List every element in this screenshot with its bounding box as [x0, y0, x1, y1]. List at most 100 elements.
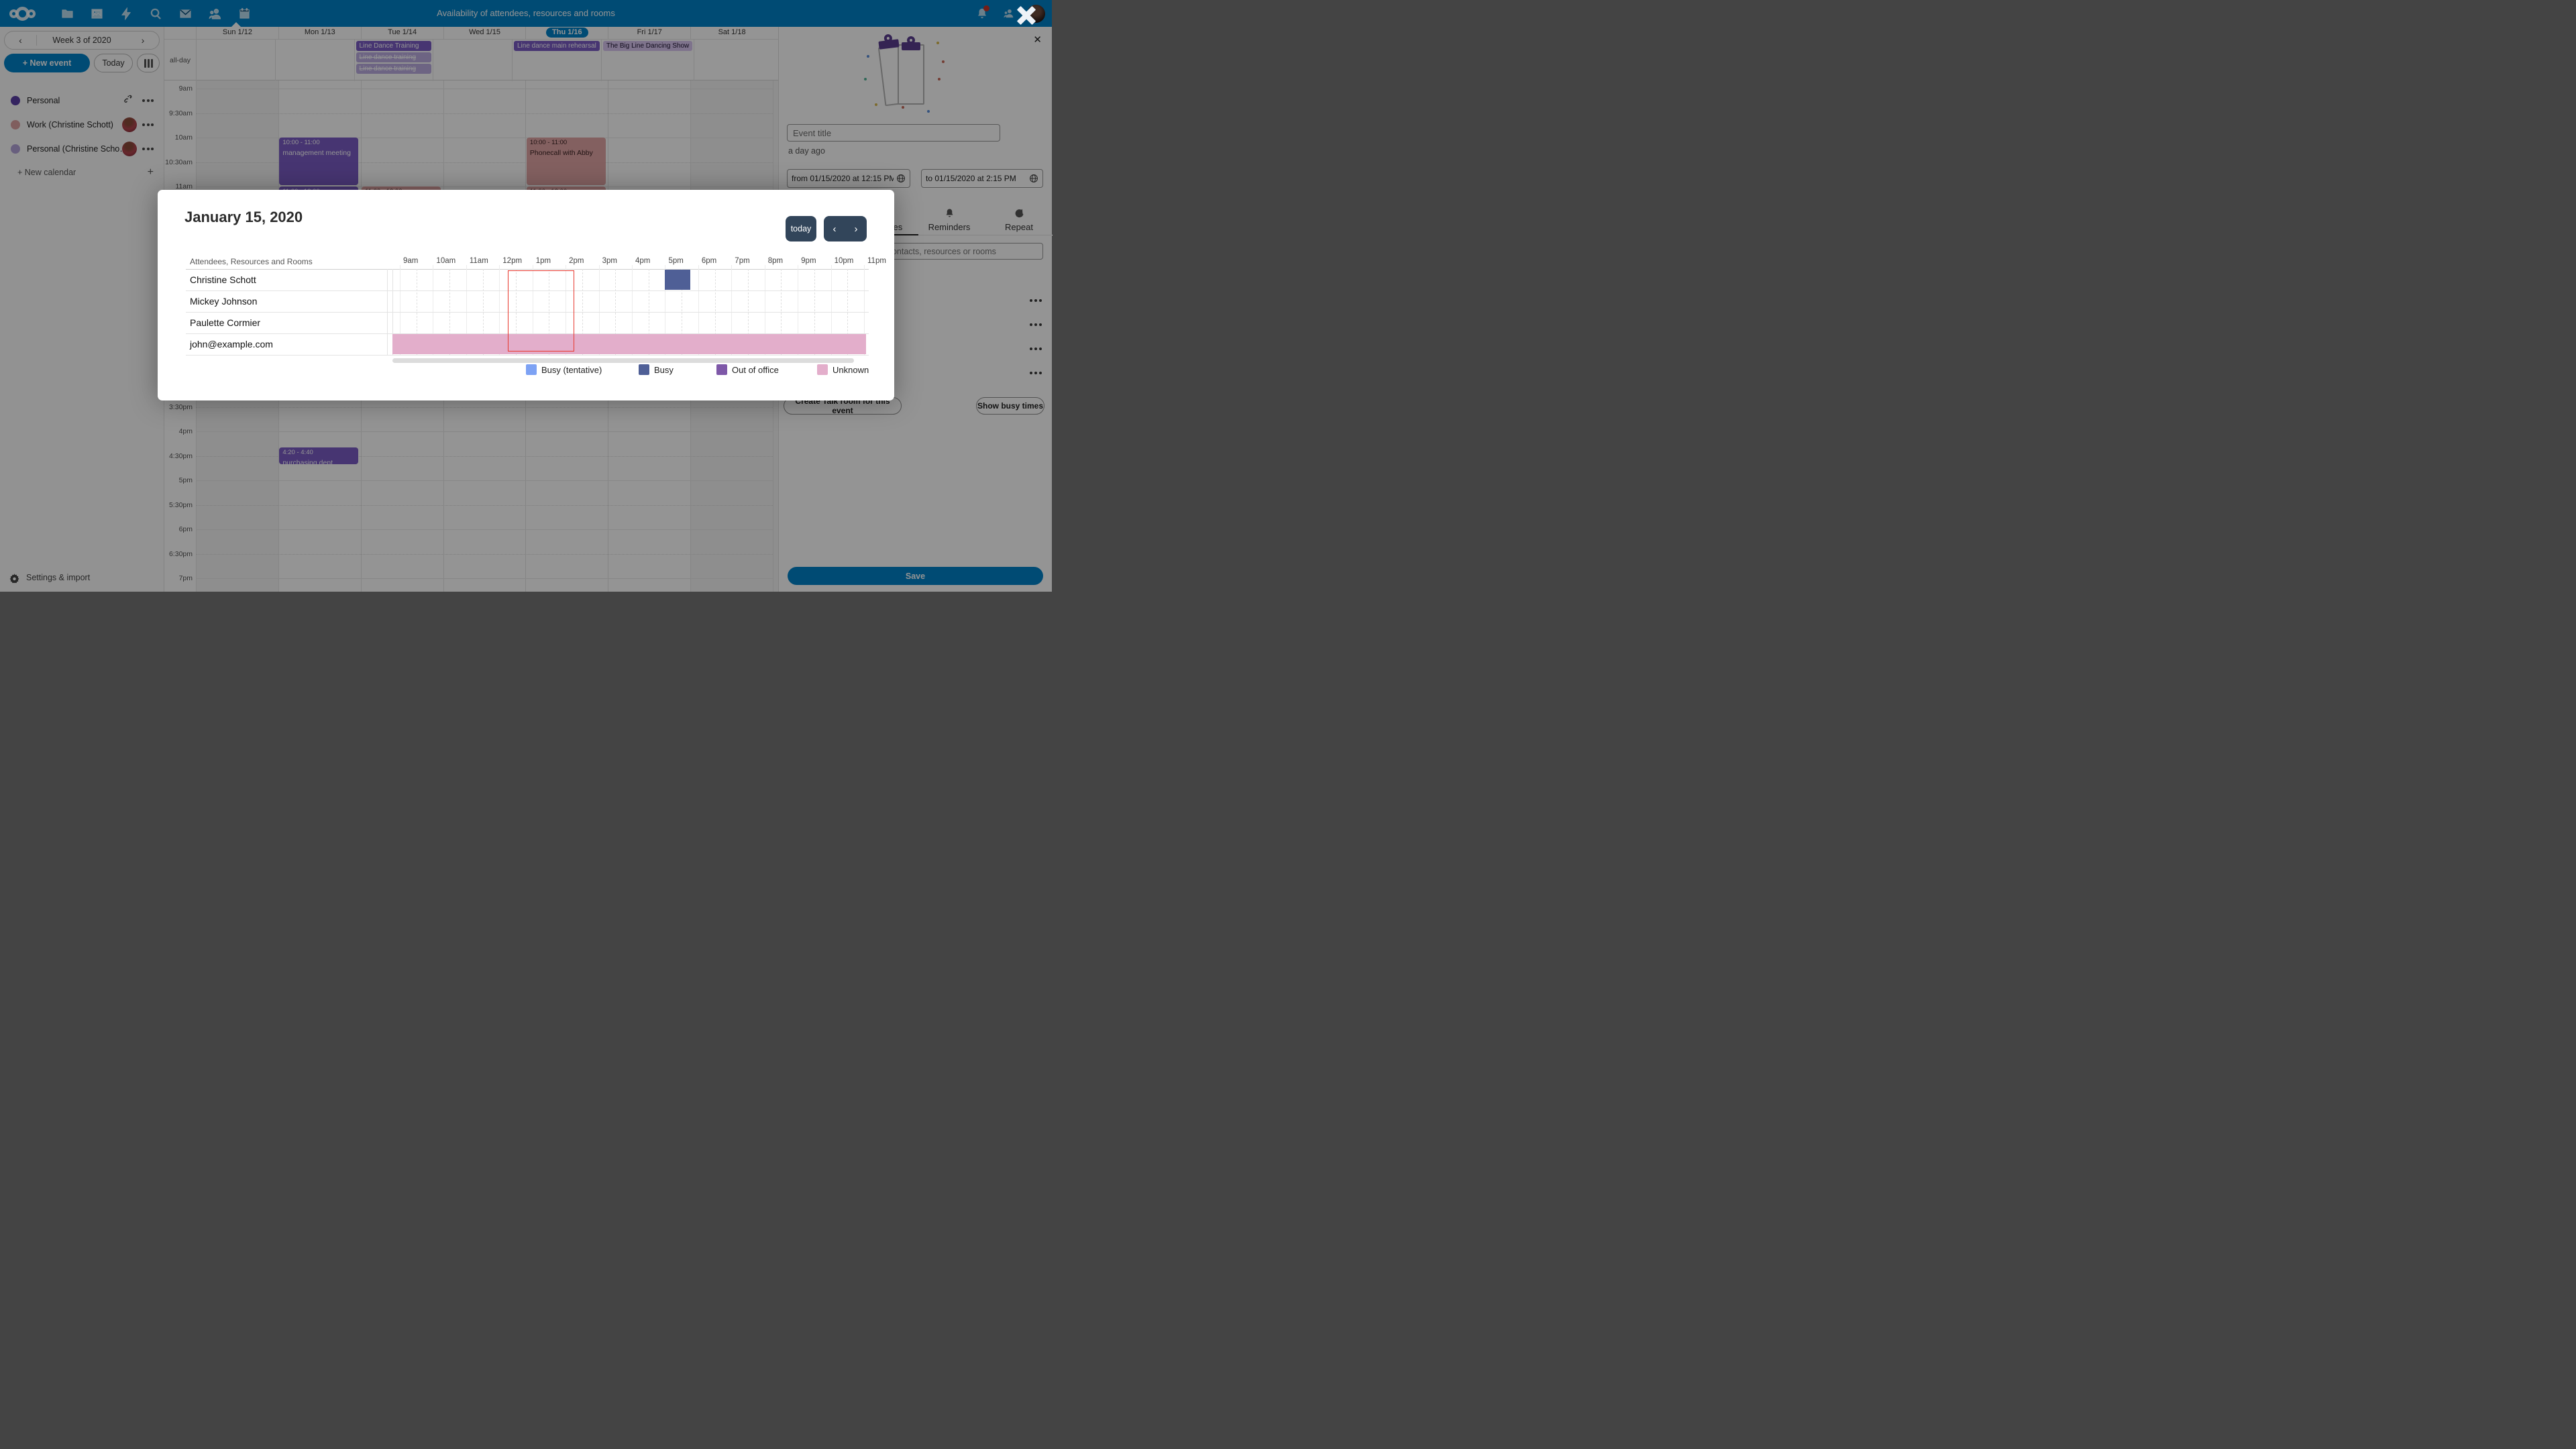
calendar-owner-avatar [122, 142, 137, 156]
calendar-list-item[interactable]: Personal [0, 89, 164, 113]
modal-horizontal-scrollbar[interactable] [392, 358, 854, 363]
files-icon[interactable] [52, 0, 82, 27]
allday-column[interactable]: Line dance main rehearsal [512, 40, 601, 81]
attendee-menu-icon[interactable] [1029, 368, 1042, 378]
grid-line [196, 407, 773, 408]
notification-dot [983, 5, 989, 11]
calendar-list-item[interactable]: Personal (Christine Scho…) [0, 137, 164, 161]
calendar-menu-icon[interactable] [142, 123, 154, 126]
allday-row: all-day Line Dance Training Line dance tr… [164, 39, 778, 81]
allday-event[interactable]: Line dance main rehearsal [514, 41, 600, 51]
activity-icon[interactable] [111, 0, 141, 27]
calendar-event[interactable]: 10:00 - 11:00 Phonecall with Abby [526, 138, 606, 185]
availability-modal: January 15, 2020 today ‹ › Attendees, Re… [158, 190, 894, 400]
modal-hour-line [632, 265, 633, 355]
legend-label: Busy [654, 364, 674, 375]
calendar-list-item[interactable]: Work (Christine Schott) [0, 113, 164, 137]
allday-column[interactable]: The Big Line Dancing Show [600, 40, 694, 81]
photos-icon[interactable] [82, 0, 111, 27]
nextcloud-logo-icon[interactable] [9, 5, 36, 22]
settings-import-button[interactable]: Settings & import [0, 568, 164, 588]
day-header-cell[interactable]: Mon 1/13 [278, 27, 361, 39]
previous-week-button[interactable]: ‹ [5, 35, 37, 46]
grid-line [196, 162, 773, 163]
allday-column[interactable] [274, 40, 354, 81]
allday-column[interactable] [196, 40, 275, 81]
attendee-menu-icon[interactable] [1029, 319, 1042, 330]
next-week-button[interactable]: › [141, 35, 145, 46]
allday-event[interactable]: Line dance training [356, 64, 432, 74]
next-day-icon[interactable]: › [854, 223, 858, 235]
allday-column[interactable] [694, 40, 773, 81]
modal-hour-label: 10am [436, 257, 456, 265]
allday-event[interactable]: Line Dance Training [356, 41, 432, 51]
attendee-name: john@example.com [190, 339, 273, 350]
modal-date-title: January 15, 2020 [184, 209, 303, 225]
repeat-icon [1015, 209, 1023, 218]
end-date-field[interactable]: to 01/15/2020 at 2:15 PM [921, 169, 1043, 188]
modal-hour-line [466, 265, 467, 355]
tab-reminders[interactable]: Reminders [916, 208, 983, 232]
calendar-menu-icon[interactable] [142, 148, 154, 150]
day-header-cell[interactable]: Thu 1/16 [525, 27, 608, 39]
share-link-icon[interactable] [124, 94, 142, 107]
contacts-menu-icon[interactable] [998, 3, 1020, 24]
time-axis-label: 5pm [178, 476, 193, 484]
calendar-menu-icon[interactable] [142, 99, 154, 102]
start-date-value: from 01/15/2020 at 12:15 PM [792, 174, 894, 183]
week-label[interactable]: Week 3 of 2020 [52, 36, 111, 45]
day-header-cell[interactable]: Fri 1/17 [608, 27, 690, 39]
day-header-cell[interactable]: Sun 1/12 [196, 27, 278, 39]
view-mode-icon[interactable] [137, 54, 160, 72]
modal-hour-label: 7pm [735, 257, 750, 265]
new-event-button[interactable]: + New event [4, 54, 90, 72]
modal-nav-buttons[interactable]: ‹ › [824, 216, 867, 241]
start-date-field[interactable]: from 01/15/2020 at 12:15 PM [787, 169, 910, 188]
today-button[interactable]: Today [94, 54, 133, 72]
day-header-cell[interactable]: Sat 1/18 [690, 27, 773, 39]
day-header-cell[interactable]: Tue 1/14 [360, 27, 443, 39]
time-axis-label: 3:30pm [168, 402, 193, 411]
calendar-event[interactable]: 4:20 - 4:40 purchasing dept [279, 447, 359, 465]
modal-hour-label: 2pm [569, 257, 584, 265]
calendar-color-dot [11, 120, 20, 129]
allday-column[interactable] [433, 40, 512, 81]
calendar-list: Personal Work (Christine Schott) Personal … [0, 89, 164, 184]
allday-event[interactable]: The Big Line Dancing Show [602, 41, 693, 51]
globe-icon [897, 174, 905, 182]
grid-line [196, 578, 773, 579]
calendar-icon[interactable] [229, 0, 259, 27]
time-axis-label: 9:30am [168, 109, 193, 117]
calendar-event[interactable]: 10:00 - 11:00 management meeting [279, 138, 359, 185]
legend-item: Unknown [817, 364, 869, 375]
show-busy-times-button[interactable]: Show busy times [976, 397, 1044, 415]
attendee-menu-icon[interactable] [1029, 343, 1042, 354]
attendee-menu-icon[interactable] [1029, 295, 1042, 306]
time-axis-label: 6:30pm [168, 549, 193, 558]
modal-hour-label: 3pm [602, 257, 617, 265]
event-title-input[interactable] [787, 124, 1000, 142]
close-icon[interactable]: ✕ [1033, 34, 1042, 46]
modal-today-button[interactable]: today [786, 216, 816, 241]
modal-hour-label: 9am [403, 257, 419, 265]
save-button[interactable]: Save [788, 567, 1043, 585]
grid-line [196, 186, 773, 187]
modal-hour-label: 8pm [767, 257, 784, 265]
previous-day-icon[interactable]: ‹ [833, 223, 837, 235]
tab-repeat[interactable]: Repeat [985, 208, 1053, 232]
new-calendar-button[interactable]: + New calendar + [0, 161, 164, 184]
allday-event[interactable]: Line dance training [356, 52, 432, 62]
mail-icon[interactable] [170, 0, 200, 27]
search-icon[interactable] [141, 0, 170, 27]
modal-hour-line [830, 265, 832, 355]
app-navigation [52, 0, 259, 27]
event-time: 10:00 - 11:00 [529, 139, 568, 146]
day-header-cell[interactable]: Wed 1/15 [443, 27, 526, 39]
notifications-bell-icon[interactable] [971, 3, 993, 24]
time-axis-label: 7pm [178, 574, 193, 582]
grid-line [196, 504, 773, 506]
settings-label: Settings & import [26, 573, 91, 582]
selected-time-range[interactable] [507, 270, 574, 352]
allday-column[interactable]: Line Dance Training Line dance training Li… [354, 40, 433, 81]
contacts-icon[interactable] [200, 0, 229, 27]
